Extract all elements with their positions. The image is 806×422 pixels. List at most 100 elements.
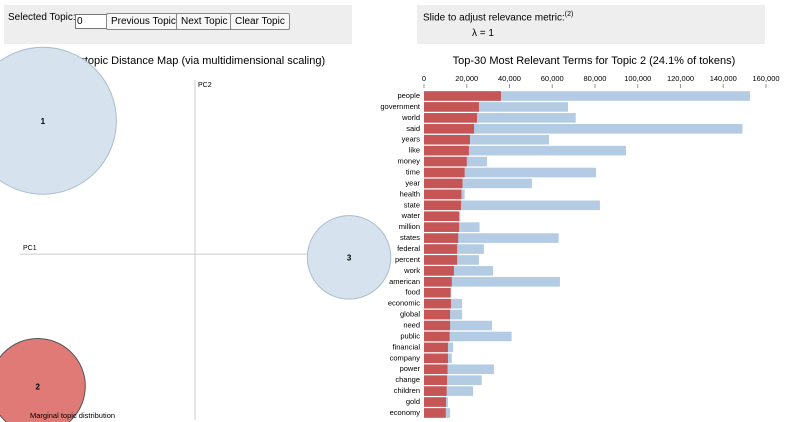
slider-label-text: Slide to adjust relevance metric: [423,12,565,24]
term-label: world [401,113,420,122]
term-label: company [390,353,421,362]
term-bar [424,123,475,134]
term-bar [424,397,447,407]
marginal-note: Marginal topic distribution [30,411,115,420]
term-label: power [400,364,421,373]
term-bar [424,102,479,112]
topic-label: Selected Topic: [8,12,76,23]
term-bar [424,91,750,101]
term-bar [424,91,501,101]
term-label: percent [395,255,421,264]
topic-circle[interactable] [0,338,86,422]
term-label: work [403,266,420,275]
term-label: american [389,277,420,286]
term-bar [424,233,459,243]
term-bar [424,331,512,342]
x-tick-label: 120,000 [667,74,694,83]
topic-circle[interactable] [0,46,117,195]
chart-title: Top-30 Most Relevant Terms for Topic 2 (… [453,55,736,67]
term-bar [424,200,461,211]
term-label: year [405,178,420,187]
term-bar [424,178,463,189]
term-bar [424,167,597,178]
term-bar [424,145,469,156]
term-label: gold [406,397,420,406]
term-bar [424,178,532,189]
term-bar [424,320,492,331]
term-bar [424,113,478,123]
x-tick-label: 40,000 [498,74,521,83]
term-bar [424,298,451,309]
x-tick-label: 20,000 [455,74,478,83]
slider-panel: Slide to adjust relevance metric:(2) λ =… [417,5,765,44]
term-bar [424,277,452,287]
x-tick-label: 80,000 [584,74,607,83]
topic-input[interactable] [75,14,107,29]
term-bar [424,244,458,254]
topic-label: 3 [347,253,352,262]
chart-title: Intertopic Distance Map (via multidimens… [63,55,325,67]
term-label: economy [390,408,421,417]
term-label: time [406,167,420,176]
term-bar [424,353,448,364]
term-label: million [399,222,420,231]
term-label: like [409,146,420,155]
term-bar [424,266,454,276]
term-bar [424,364,448,375]
clear-button[interactable]: Clear Topic [230,13,290,30]
topic-circle[interactable] [306,215,392,300]
term-bar [424,102,569,112]
term-bar [424,189,462,200]
x-tick-label: 160,000 [752,74,779,83]
term-bar [424,222,460,232]
term-label: health [400,189,420,198]
term-label: money [397,157,420,166]
next-button[interactable]: Next Topic [176,13,233,30]
term-label: states [400,233,420,242]
term-bar [424,320,451,331]
term-bar [424,200,600,211]
term-label: years [402,135,421,144]
term-label: public [400,331,420,340]
term-bar [424,277,560,287]
term-bar [424,134,550,145]
x-tick-label: 140,000 [710,74,737,83]
term-bar [424,375,448,385]
term-label: need [403,321,420,330]
term-label: children [394,386,420,395]
term-label: financial [392,342,420,351]
term-bar [424,287,451,298]
term-label: food [405,288,420,297]
term-label: said [406,124,420,133]
term-label: people [397,91,420,100]
term-bar [424,167,465,178]
x-tick-label: 100,000 [624,74,651,83]
term-label: change [395,375,420,384]
term-bar [424,145,626,156]
slider-note: (2) [564,11,574,18]
term-bar [424,134,470,145]
term-bar [424,156,467,167]
term-bar [424,386,447,396]
term-bar [424,113,576,123]
x-tick-label: 0 [422,74,426,83]
term-label: state [404,200,420,209]
prev-button[interactable]: Previous Topic [106,13,181,30]
x-tick-label: 60,000 [541,74,564,83]
topic-label: 2 [35,382,40,391]
lambda-label: λ = 1 [472,28,494,39]
term-bar [424,211,460,222]
term-bar [424,386,474,396]
topic-panel: Selected Topic: Previous Topic Next Topi… [4,5,352,44]
term-bar [424,342,448,353]
term-label: federal [397,244,420,253]
y-axis-label: PC2 [198,82,212,89]
term-bar [424,364,494,375]
x-axis-label: PC1 [23,245,37,252]
term-label: economic [388,299,420,308]
term-bar [424,123,743,134]
term-label: water [401,211,421,220]
term-bar [424,309,451,320]
